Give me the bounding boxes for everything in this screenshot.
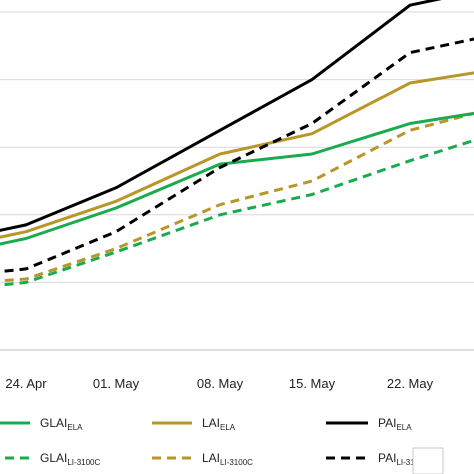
series-line-glai-li-3100c <box>0 138 474 287</box>
series-line-lai-ela <box>0 71 474 239</box>
series-line-lai-li-3100c <box>0 111 474 283</box>
legend-label: PAIELA <box>378 416 412 432</box>
x-tick-label: 22. May <box>387 376 434 391</box>
series-lines <box>0 0 474 287</box>
legend-label: LAILI-3100C <box>202 451 253 467</box>
legend-label: GLAIELA <box>40 416 83 432</box>
series-line-glai-ela <box>0 111 474 246</box>
x-tick-label: 01. May <box>93 376 140 391</box>
series-line-pai-li-3100c <box>0 37 474 274</box>
x-tick-label: 15. May <box>289 376 336 391</box>
legend-label: GLAILI-3100C <box>40 451 100 467</box>
x-axis-tick-labels: 24. Apr 01. May 08. May 15. May 22. May <box>5 376 433 391</box>
series-line-pai-ela <box>0 0 442 232</box>
legend-label: LAIELA <box>202 416 236 432</box>
gridlines <box>0 11 474 283</box>
corner-box <box>412 447 444 474</box>
x-tick-label: 08. May <box>197 376 244 391</box>
legend: GLAIELA LAIELA PAIELA GLAILI-3100C LAILI-310… <box>0 416 430 467</box>
x-tick-label: 24. Apr <box>5 376 47 391</box>
